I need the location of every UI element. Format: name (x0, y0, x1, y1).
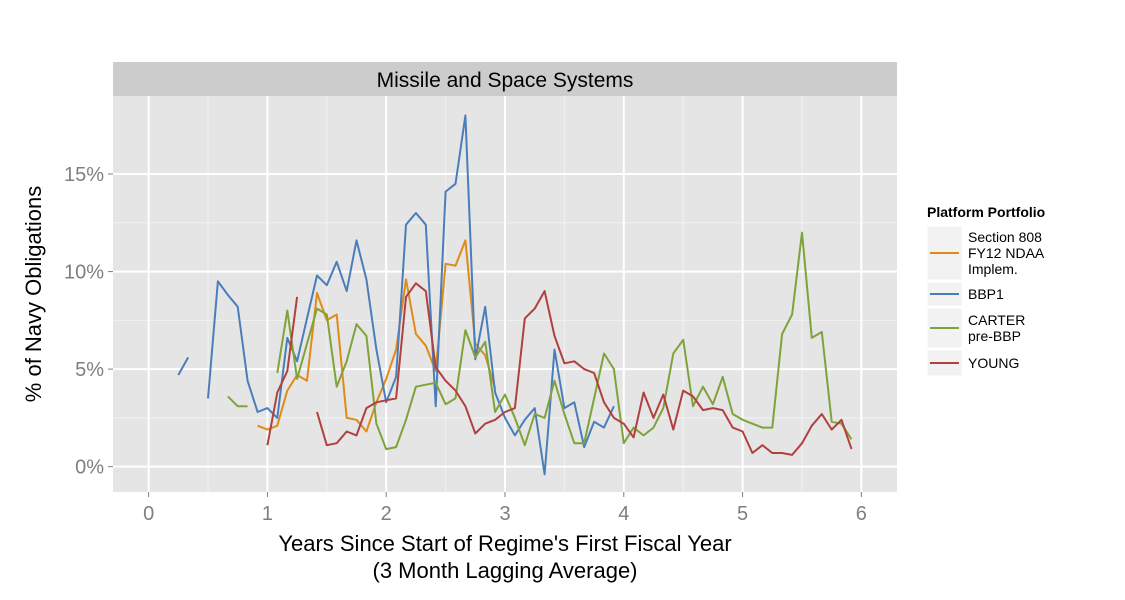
series-line-bbp1 (207, 114, 615, 476)
y-axis-ticks: 0% 5% 10% 15% (64, 164, 113, 479)
legend-label-section808: Section 808 (968, 229, 1042, 245)
series-line-carter (276, 231, 853, 451)
x-tick-label: 5 (737, 503, 748, 525)
legend-label-carter: pre-BBP (968, 328, 1021, 344)
series-line-young (316, 282, 853, 456)
legend-label-bbp1: BBP1 (968, 286, 1004, 302)
y-axis-title: % of Navy Obligations (21, 186, 46, 402)
x-axis-title-line1: Years Since Start of Regime's First Fisc… (278, 531, 731, 556)
series-line-carter (227, 395, 248, 408)
x-tick-label: 1 (262, 503, 273, 525)
x-axis-ticks: 0 1 2 3 4 5 6 (143, 492, 867, 525)
series-lines (177, 114, 853, 476)
x-tick-label: 2 (381, 503, 392, 525)
y-tick-label: 0% (75, 457, 104, 479)
x-tick-label: 0 (143, 503, 154, 525)
chart-title: Missile and Space Systems (377, 69, 634, 92)
legend-label-section808: Implem. (968, 261, 1018, 277)
facet-strip (113, 62, 897, 96)
x-tick-label: 6 (856, 503, 867, 525)
legend-label-young: YOUNG (968, 355, 1019, 371)
x-axis-title-line2: (3 Month Lagging Average) (373, 558, 638, 583)
x-tick-label: 4 (618, 503, 629, 525)
y-tick-label: 5% (75, 359, 104, 381)
y-tick-label: 15% (64, 164, 104, 186)
legend-title: Platform Portfolio (927, 204, 1045, 220)
y-tick-label: 10% (64, 262, 104, 284)
legend-label-carter: CARTER (968, 312, 1025, 328)
series-line-bbp1 (177, 356, 190, 376)
x-tick-label: 3 (499, 503, 510, 525)
series-line-young (266, 296, 299, 446)
legend-label-section808: FY12 NDAA (968, 245, 1045, 261)
